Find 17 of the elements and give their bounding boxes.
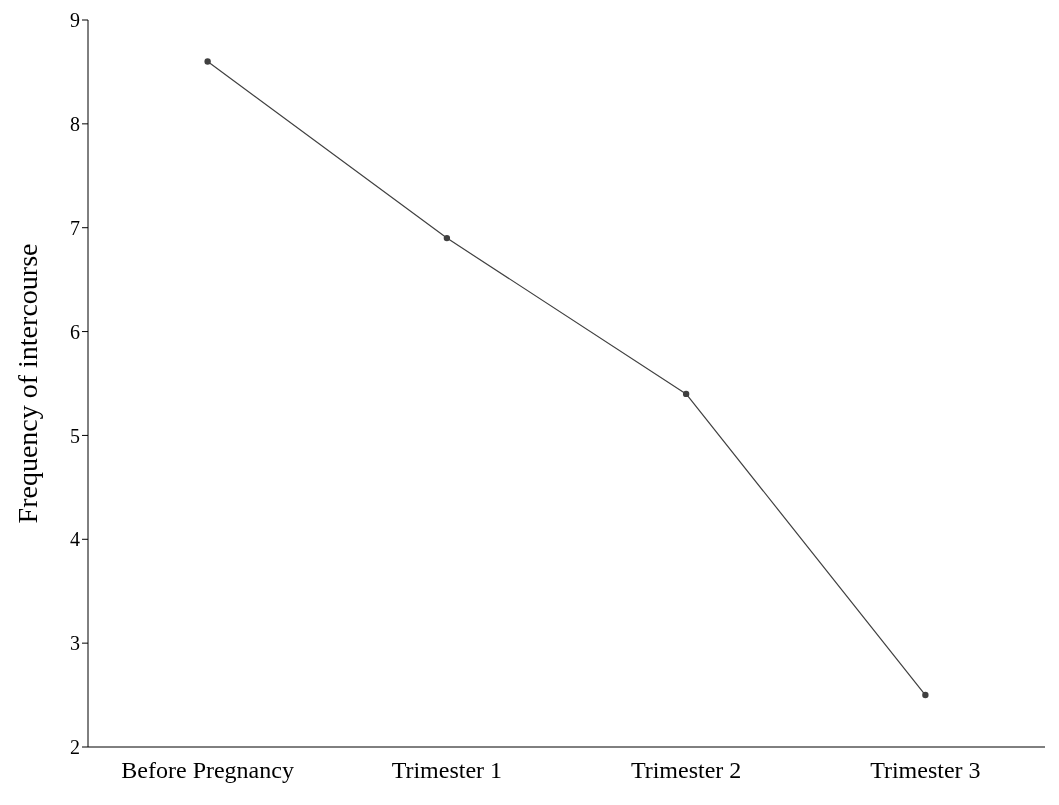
y-tick-label: 8 [70,112,80,135]
y-tick-label: 4 [70,528,80,551]
y-tick-label: 6 [70,320,80,343]
x-tick-label: Trimester 1 [391,757,503,784]
y-tick-label: 5 [70,424,80,447]
x-tick-label: Trimester 2 [630,757,742,784]
point [922,691,929,699]
point [682,390,690,398]
x-tick-label: Before Pregnancy [121,757,294,784]
y-tick-label: 2 [70,736,80,759]
y-tick-label: 3 [70,632,80,655]
x-tick-label: Trimester 3 [870,757,981,784]
y-axis-title: Frequency of intercourse [11,243,43,524]
y-tick-label: 9 [70,9,80,32]
y-tick-label: 7 [70,216,80,239]
point [443,234,451,242]
point [204,58,211,65]
